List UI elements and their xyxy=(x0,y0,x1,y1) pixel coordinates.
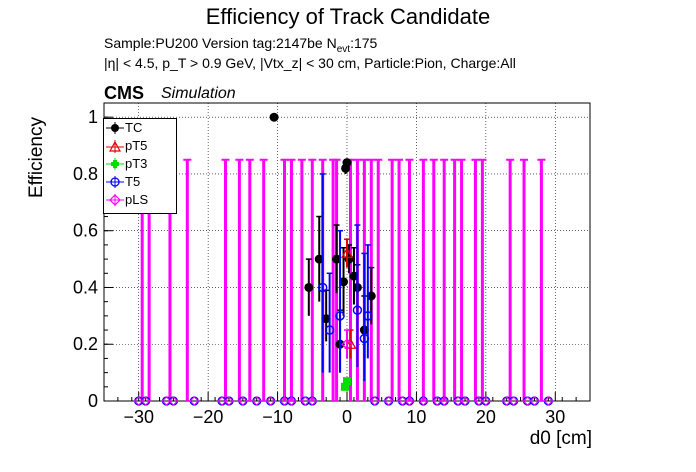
t5-point xyxy=(352,305,363,315)
pls-zero-point xyxy=(307,396,317,406)
tc-point xyxy=(339,277,349,287)
x-tick-label: 20 xyxy=(476,407,496,427)
pls-zero-point xyxy=(265,396,276,406)
pt3-point xyxy=(343,377,351,386)
x-tick-label: −30 xyxy=(123,407,154,427)
chart-title: Efficiency of Track Candidate xyxy=(205,4,491,29)
cuts-info: |η| < 4.5, p_T > 0.9 GeV, |Vtx_z| < 30 c… xyxy=(104,55,516,71)
pls-zero-point xyxy=(529,396,540,406)
pls-zero-point xyxy=(286,396,297,406)
tc-point xyxy=(344,254,354,264)
x-tick-label: 30 xyxy=(545,407,565,427)
sample-info: Sample:PU200 Version tag:2147be Nevt:175 xyxy=(104,35,378,55)
tc-point xyxy=(342,158,352,168)
cms-label: CMS xyxy=(104,83,144,103)
y-tick-label: 0.6 xyxy=(73,221,98,241)
pls-zero-point xyxy=(252,396,262,406)
t5-point xyxy=(363,311,373,321)
x-tick-label: −10 xyxy=(262,407,293,427)
x-axis-label: d0 [cm] xyxy=(529,428,592,449)
y-axis-label: Efficiency xyxy=(26,117,47,198)
pt5-marker-icon xyxy=(106,140,124,153)
t5-point xyxy=(317,282,328,293)
pt3-marker-icon xyxy=(106,158,124,170)
pls-marker-icon xyxy=(106,194,124,206)
pt3-point xyxy=(340,382,349,391)
tc-point xyxy=(332,254,342,264)
pls-zero-point xyxy=(481,396,491,406)
pls-zero-point xyxy=(404,396,415,406)
pls-zero-point xyxy=(543,396,554,406)
tc-point xyxy=(304,282,314,292)
pls-zero-point xyxy=(189,396,199,406)
legend-item-pt3: pT3 xyxy=(104,155,176,173)
legend: TC pT5 pT3 T5 pLS xyxy=(103,118,177,214)
pls-zero-point xyxy=(238,396,248,406)
x-tick-label: 0 xyxy=(342,407,352,427)
pls-zero-point xyxy=(383,396,394,406)
pls-point xyxy=(341,338,353,351)
tc-point xyxy=(349,271,359,281)
tc-point xyxy=(314,254,324,264)
tc-marker-icon xyxy=(106,122,124,134)
pls-zero-point xyxy=(439,396,449,406)
legend-item-t5: T5 xyxy=(104,173,176,191)
pt5-point xyxy=(340,247,354,259)
pls-zero-point xyxy=(224,396,234,406)
y-tick-label: 0.2 xyxy=(73,334,98,354)
legend-item-pls: pLS xyxy=(104,191,176,209)
tc-point xyxy=(269,112,279,122)
pls-zero-point xyxy=(140,396,151,406)
pls-zero-point xyxy=(418,396,429,406)
pls-zero-point xyxy=(168,396,179,406)
y-tick-label: 0.4 xyxy=(73,277,98,297)
pls-zero-point xyxy=(460,396,470,406)
t5-point xyxy=(324,325,335,335)
x-tick-label: −20 xyxy=(193,407,224,427)
pls-zero-point xyxy=(508,396,519,406)
tc-point xyxy=(366,291,376,301)
legend-item-tc: TC xyxy=(104,119,176,137)
t5-point xyxy=(335,311,345,321)
y-tick-label: 0 xyxy=(88,391,98,411)
pls-zero-point xyxy=(370,396,380,406)
legend-item-pt5: pT5 xyxy=(104,137,176,155)
y-tick-label: 1 xyxy=(88,107,98,127)
tc-point xyxy=(321,314,331,324)
t5-marker-icon xyxy=(106,176,124,188)
y-tick-label: 0.8 xyxy=(73,164,98,184)
x-tick-label: 10 xyxy=(406,407,426,427)
simulation-label: Simulation xyxy=(161,85,236,102)
